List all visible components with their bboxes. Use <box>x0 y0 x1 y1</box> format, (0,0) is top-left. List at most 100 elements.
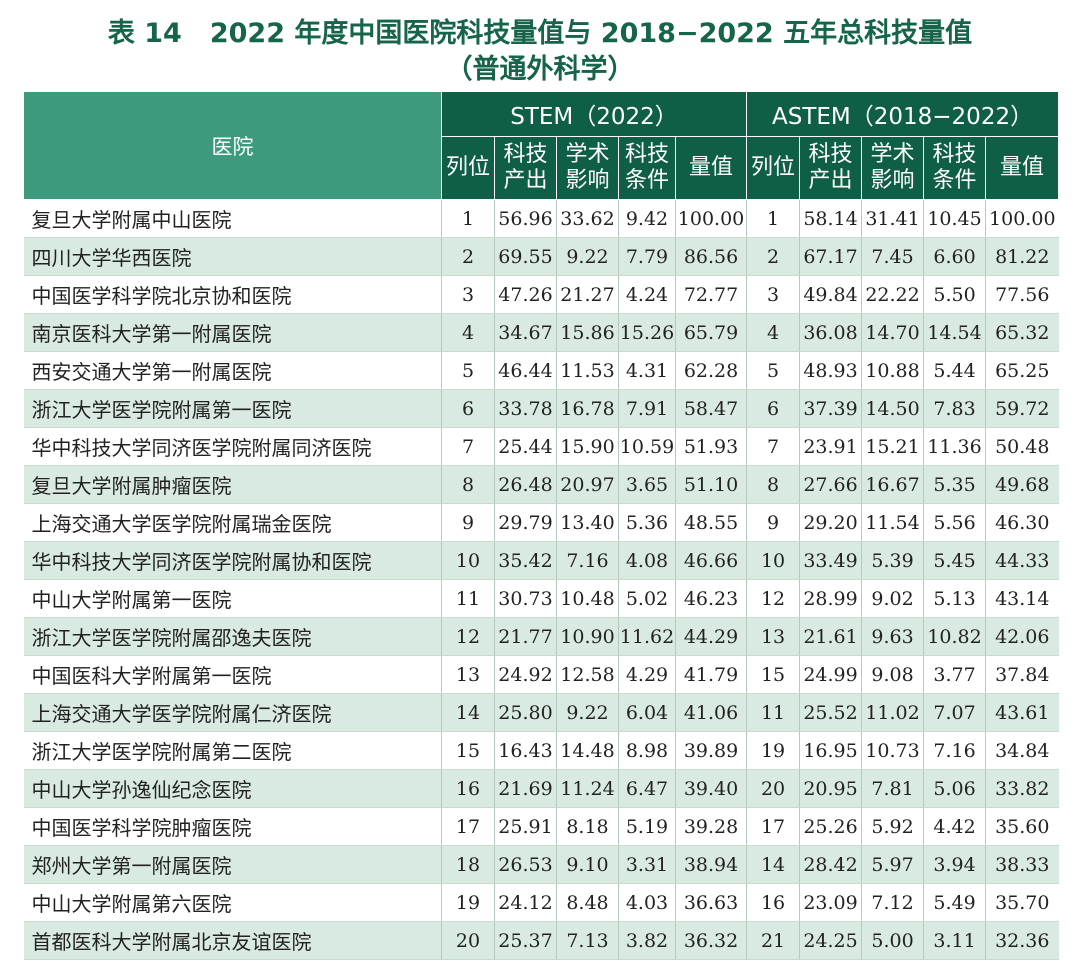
stem-rank-header: 列位 <box>441 136 495 200</box>
stem-condition-cell: 4.24 <box>618 275 676 314</box>
astem-impact-cell: 7.45 <box>861 237 925 276</box>
astem-output-cell: 25.26 <box>799 807 863 846</box>
table-row: 浙江大学医学院附属第一医院 6 33.78 16.78 7.91 58.47 6 37.39 1… <box>23 389 1059 428</box>
stem-value-cell: 46.23 <box>675 579 748 618</box>
astem-condition-cell: 5.56 <box>923 503 987 542</box>
astem-rank-cell: 11 <box>746 693 801 732</box>
table-row: 浙江大学医学院附属邵逸夫医院 12 21.77 10.90 11.62 44.29 13 21… <box>23 617 1059 656</box>
astem-condition-cell: 5.44 <box>923 351 987 390</box>
astem-rank-cell: 19 <box>746 731 801 770</box>
astem-rank-cell: 21 <box>746 921 801 960</box>
stem-output-cell: 24.12 <box>494 883 557 922</box>
astem-value-cell: 77.56 <box>985 275 1059 314</box>
stem-rank-cell: 9 <box>441 503 495 542</box>
stem-condition-cell: 6.04 <box>618 693 676 732</box>
hospital-name-cell: 浙江大学医学院附属邵逸夫医院 <box>23 617 442 656</box>
stem-output-cell: 25.91 <box>494 807 557 846</box>
astem-rank-cell: 2 <box>746 237 801 276</box>
astem-output-cell: 33.49 <box>799 541 863 580</box>
stem-impact-cell: 10.48 <box>556 579 619 618</box>
table-row: 浙江大学医学院附属第二医院 15 16.43 14.48 8.98 39.89 19 16.9… <box>23 731 1059 770</box>
stem-value-cell: 72.77 <box>675 275 748 314</box>
stem-rank-cell: 5 <box>441 351 495 390</box>
astem-value-cell: 32.36 <box>985 921 1059 960</box>
astem-condition-cell: 6.60 <box>923 237 987 276</box>
astem-condition-cell: 5.13 <box>923 579 987 618</box>
astem-rank-cell: 17 <box>746 807 801 846</box>
astem-output-cell: 36.08 <box>799 313 863 352</box>
stem-condition-cell: 4.08 <box>618 541 676 580</box>
astem-impact-cell: 5.39 <box>861 541 925 580</box>
stem-value-cell: 41.06 <box>675 693 748 732</box>
table-row: 中山大学附属第一医院 11 30.73 10.48 5.02 46.23 12 28.99 9.… <box>23 579 1059 618</box>
table-row: 中山大学附属第六医院 19 24.12 8.48 4.03 36.63 16 23.09 7.1… <box>23 883 1059 922</box>
stem-rank-cell: 18 <box>441 845 495 884</box>
stem-impact-cell: 15.86 <box>556 313 619 352</box>
hospital-name-cell: 复旦大学附属中山医院 <box>23 199 442 238</box>
stem-rank-cell: 2 <box>441 237 495 276</box>
stem-value-cell: 58.47 <box>675 389 748 428</box>
hospital-name-cell: 复旦大学附属肿瘤医院 <box>23 465 442 504</box>
stem-impact-cell: 16.78 <box>556 389 619 428</box>
astem-value-cell: 42.06 <box>985 617 1059 656</box>
astem-impact-cell: 7.81 <box>861 769 925 808</box>
sub-header-row: 列位 科技 产出 学术 影响 科技 条件 量值 列位 科技 产出 学术 影响 科技 条件 量值 <box>24 136 1060 200</box>
table-number: 表 14 <box>107 18 182 49</box>
astem-impact-cell: 10.73 <box>861 731 925 770</box>
astem-output-cell: 25.52 <box>799 693 863 732</box>
hospital-name-cell: 上海交通大学医学院附属瑞金医院 <box>23 503 442 542</box>
astem-value-cell: 49.68 <box>985 465 1059 504</box>
stem-condition-cell: 5.02 <box>618 579 676 618</box>
hospital-name-cell: 中山大学附属第一医院 <box>23 579 442 618</box>
table-row: 四川大学华西医院 2 69.55 9.22 7.79 86.56 2 67.17 7.45 6.6… <box>23 237 1059 276</box>
astem-condition-cell: 3.11 <box>923 921 987 960</box>
hospital-name-cell: 上海交通大学医学院附属仁济医院 <box>23 693 442 732</box>
astem-value-cell: 44.33 <box>985 541 1059 580</box>
table-title-main: 2022 年度中国医院科技量值与 2018−2022 五年总科技量值 <box>209 18 973 49</box>
stem-value-cell: 41.79 <box>675 655 748 694</box>
stem-impact-cell: 33.62 <box>556 199 619 238</box>
stem-impact-cell: 21.27 <box>556 275 619 314</box>
stem-condition-cell: 4.31 <box>618 351 676 390</box>
astem-rank-cell: 10 <box>746 541 801 580</box>
astem-rank-cell: 4 <box>746 313 801 352</box>
stem-output-header: 科技 产出 <box>494 136 557 200</box>
astem-value-cell: 65.25 <box>985 351 1059 390</box>
table-body: 复旦大学附属中山医院 1 56.96 33.62 9.42 100.00 1 58.14 31.… <box>23 199 1059 960</box>
stem-condition-cell: 11.62 <box>618 617 676 656</box>
hospital-name-cell: 中国医学科学院肿瘤医院 <box>23 807 442 846</box>
stem-output-cell: 25.44 <box>494 427 557 466</box>
stem-rank-cell: 13 <box>441 655 495 694</box>
astem-output-header: 科技 产出 <box>799 136 863 200</box>
hospital-name-cell: 四川大学华西医院 <box>23 237 442 276</box>
astem-impact-cell: 9.08 <box>861 655 925 694</box>
stem-condition-cell: 3.31 <box>618 845 676 884</box>
stem-impact-cell: 8.18 <box>556 807 619 846</box>
astem-impact-cell: 5.00 <box>861 921 925 960</box>
stem-condition-cell: 8.98 <box>618 731 676 770</box>
stem-output-cell: 24.92 <box>494 655 557 694</box>
hospital-column-header: 医院 <box>23 91 442 200</box>
astem-impact-cell: 10.88 <box>861 351 925 390</box>
table-row: 首都医科大学附属北京友谊医院 20 25.37 7.13 3.82 36.32 21 24.2… <box>23 921 1059 960</box>
stem-condition-cell: 6.47 <box>618 769 676 808</box>
stem-output-cell: 21.69 <box>494 769 557 808</box>
astem-impact-cell: 11.54 <box>861 503 925 542</box>
stem-impact-cell: 9.22 <box>556 237 619 276</box>
table-row: 中山大学孙逸仙纪念医院 16 21.69 11.24 6.47 39.40 20 20.95 7… <box>23 769 1059 808</box>
table-row: 南京医科大学第一附属医院 4 34.67 15.86 15.26 65.79 4 36.08 1… <box>23 313 1059 352</box>
astem-output-cell: 21.61 <box>799 617 863 656</box>
astem-impact-cell: 31.41 <box>861 199 925 238</box>
stem-impact-cell: 20.97 <box>556 465 619 504</box>
table-title: 表 14 2022 年度中国医院科技量值与 2018−2022 五年总科技量值 <box>0 14 1080 54</box>
stem-impact-cell: 9.22 <box>556 693 619 732</box>
stem-condition-cell: 5.36 <box>618 503 676 542</box>
astem-condition-cell: 10.82 <box>923 617 987 656</box>
stem-impact-cell: 11.53 <box>556 351 619 390</box>
stem-value-cell: 51.10 <box>675 465 748 504</box>
astem-impact-cell: 15.21 <box>861 427 925 466</box>
astem-value-cell: 37.84 <box>985 655 1059 694</box>
hospital-name-cell: 西安交通大学第一附属医院 <box>23 351 442 390</box>
stem-group-header: STEM（2022） <box>440 91 748 137</box>
astem-condition-cell: 7.16 <box>923 731 987 770</box>
